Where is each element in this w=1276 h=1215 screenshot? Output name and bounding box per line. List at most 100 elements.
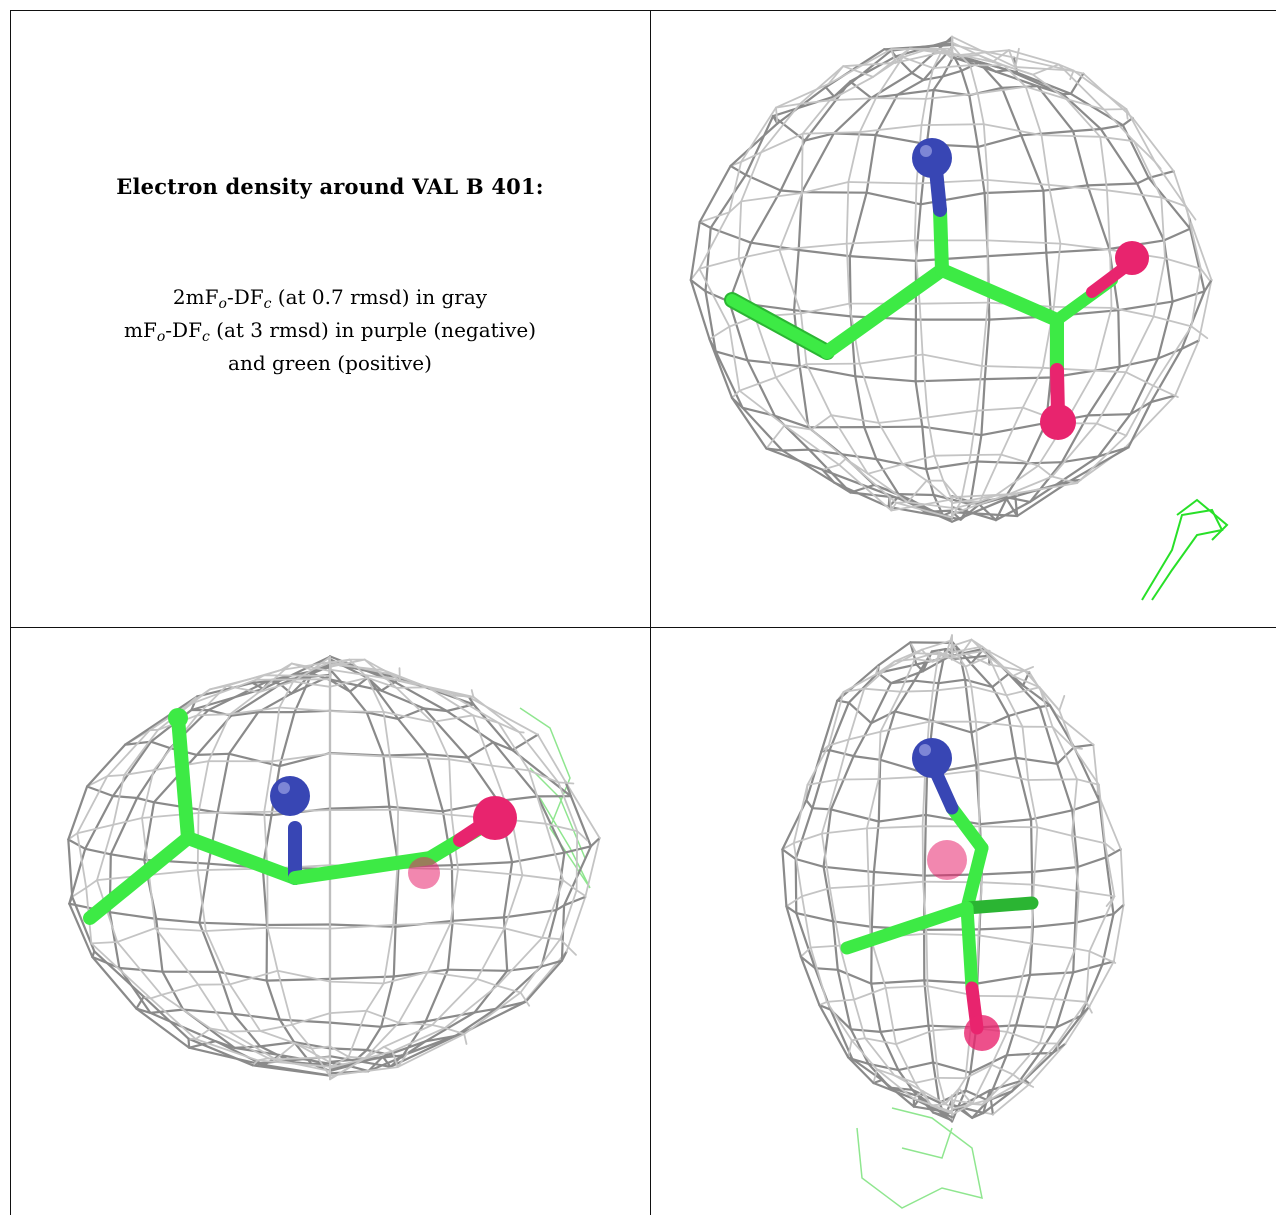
mesh-segment	[897, 493, 935, 497]
mesh-segment	[1014, 756, 1059, 765]
mesh-segment	[978, 818, 1033, 826]
mesh-segment	[86, 775, 109, 788]
mesh-segment	[112, 774, 126, 826]
mesh-segment	[928, 689, 934, 723]
mesh-segment	[148, 874, 157, 930]
mesh-segment	[848, 255, 917, 262]
mesh-segment	[874, 652, 918, 676]
mesh-segment	[449, 868, 459, 925]
mesh-segment	[941, 48, 953, 60]
mesh-segment	[800, 191, 868, 194]
mesh-segment	[1028, 461, 1063, 503]
mesh-segment	[895, 1029, 935, 1046]
mesh-segment	[398, 679, 475, 698]
mesh-segment	[922, 75, 944, 82]
mesh-segment	[149, 993, 163, 1000]
mesh-segment	[258, 662, 293, 694]
mesh-segment	[1117, 309, 1121, 368]
mesh-segment	[1040, 134, 1102, 138]
mesh-segment	[847, 687, 866, 741]
mesh-segment	[271, 752, 331, 763]
mesh-segment	[367, 1055, 384, 1073]
mesh-segment	[1086, 184, 1111, 251]
mesh-segment	[93, 950, 145, 998]
mesh-segment	[976, 92, 985, 126]
mesh-segment	[919, 191, 986, 206]
mesh-segment	[216, 752, 231, 814]
mesh-segment	[933, 454, 945, 482]
mesh-segment	[1051, 475, 1079, 485]
mesh-segment	[850, 1037, 867, 1042]
mesh-segment	[1021, 725, 1030, 781]
mesh-segment	[933, 454, 972, 457]
mesh-segment	[1020, 129, 1075, 137]
mesh-segment	[395, 686, 429, 689]
mesh-segment	[1023, 669, 1061, 712]
mesh-segment	[852, 755, 882, 761]
mesh-segment	[877, 775, 926, 780]
mesh-segment	[328, 1064, 351, 1072]
mesh-segment	[932, 1026, 972, 1032]
mesh-segment	[976, 460, 1029, 465]
mesh-segment	[845, 242, 851, 305]
mesh-segment	[1027, 779, 1039, 829]
mesh-segment	[1038, 998, 1056, 1045]
mesh-segment	[111, 740, 152, 798]
mesh-segment	[698, 164, 732, 224]
mesh-segment	[392, 925, 397, 978]
mesh-segment	[828, 76, 875, 102]
mesh-segment	[827, 48, 893, 85]
mesh-segment	[800, 181, 850, 194]
mesh-segment	[942, 479, 953, 501]
mesh-segment	[838, 457, 847, 466]
mesh-segment	[921, 353, 929, 419]
mesh-segment	[1076, 778, 1100, 786]
mesh-segment	[1005, 694, 1024, 728]
mesh-segment	[932, 1061, 972, 1074]
mesh-segment	[950, 654, 991, 661]
mesh-segment	[214, 1040, 265, 1067]
mesh-segment	[1085, 1000, 1093, 1014]
mesh-segment	[1047, 183, 1062, 245]
mesh-segment	[187, 1037, 191, 1049]
mesh-segment	[836, 738, 850, 781]
mesh-segment	[259, 1023, 293, 1032]
mesh-segment	[875, 1068, 915, 1100]
mesh-segment	[228, 711, 260, 755]
mesh-segment	[1005, 1052, 1041, 1057]
mesh-segment	[1095, 422, 1128, 437]
mesh-segment	[932, 64, 972, 69]
mesh-segment	[800, 132, 835, 194]
mesh-segment	[1133, 140, 1156, 163]
mesh-segment	[920, 639, 953, 651]
mesh-segment	[575, 889, 586, 897]
mesh-segment	[714, 350, 749, 362]
mesh-segment	[559, 889, 578, 941]
mesh-segment	[1156, 300, 1174, 360]
mesh-segment	[783, 424, 813, 431]
mesh-segment	[848, 191, 868, 258]
mesh-segment	[781, 848, 788, 908]
mesh-segment	[1032, 883, 1080, 893]
mesh-segment	[511, 733, 539, 752]
mesh-segment	[797, 191, 803, 252]
mesh-segment	[924, 772, 929, 816]
mesh-segment	[1005, 497, 1019, 518]
mesh-segment	[1028, 971, 1075, 976]
mesh-segment	[847, 181, 918, 185]
mesh-segment	[1004, 475, 1054, 497]
mesh-segment	[278, 680, 295, 709]
mesh-segment	[448, 758, 493, 767]
mesh-segment	[941, 69, 963, 78]
mesh-segment	[1020, 134, 1045, 192]
mesh-segment	[825, 998, 855, 1003]
mesh-segment	[926, 409, 978, 419]
mesh-segment	[781, 449, 836, 484]
mesh-segment	[944, 1087, 961, 1106]
mesh-segment	[1147, 170, 1175, 179]
table-left-border	[10, 10, 11, 1215]
mesh-segment	[310, 1047, 331, 1078]
mesh-segment	[1136, 182, 1166, 242]
mesh-segment	[865, 778, 880, 830]
mesh-segment	[974, 720, 980, 772]
